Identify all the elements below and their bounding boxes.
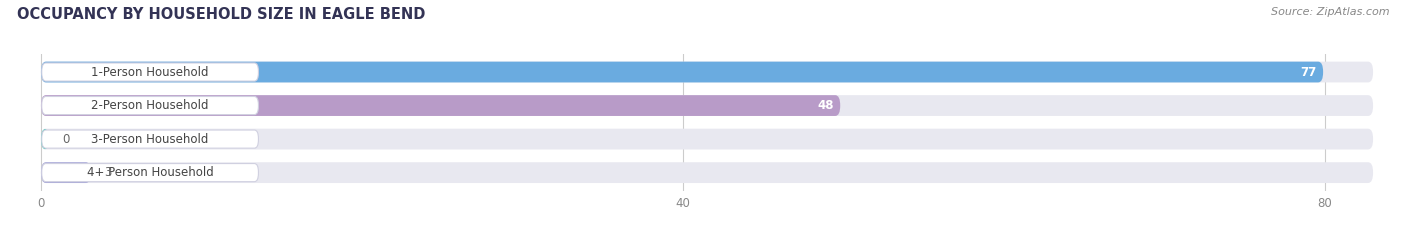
FancyBboxPatch shape — [41, 162, 91, 183]
Text: 1-Person Household: 1-Person Household — [91, 65, 209, 79]
FancyBboxPatch shape — [42, 63, 259, 81]
FancyBboxPatch shape — [41, 129, 1374, 150]
Text: 2-Person Household: 2-Person Household — [91, 99, 209, 112]
Text: 77: 77 — [1301, 65, 1316, 79]
FancyBboxPatch shape — [42, 130, 259, 148]
FancyBboxPatch shape — [41, 95, 841, 116]
Text: 3-Person Household: 3-Person Household — [91, 133, 208, 146]
Text: 48: 48 — [817, 99, 834, 112]
FancyBboxPatch shape — [41, 162, 1374, 183]
Text: Source: ZipAtlas.com: Source: ZipAtlas.com — [1271, 7, 1389, 17]
Text: 3: 3 — [104, 166, 111, 179]
FancyBboxPatch shape — [41, 62, 1323, 82]
Text: OCCUPANCY BY HOUSEHOLD SIZE IN EAGLE BEND: OCCUPANCY BY HOUSEHOLD SIZE IN EAGLE BEN… — [17, 7, 425, 22]
FancyBboxPatch shape — [41, 129, 49, 150]
Text: 4+ Person Household: 4+ Person Household — [87, 166, 214, 179]
Text: 0: 0 — [62, 133, 69, 146]
FancyBboxPatch shape — [42, 96, 259, 115]
FancyBboxPatch shape — [41, 95, 1374, 116]
FancyBboxPatch shape — [41, 62, 1374, 82]
FancyBboxPatch shape — [42, 164, 259, 182]
